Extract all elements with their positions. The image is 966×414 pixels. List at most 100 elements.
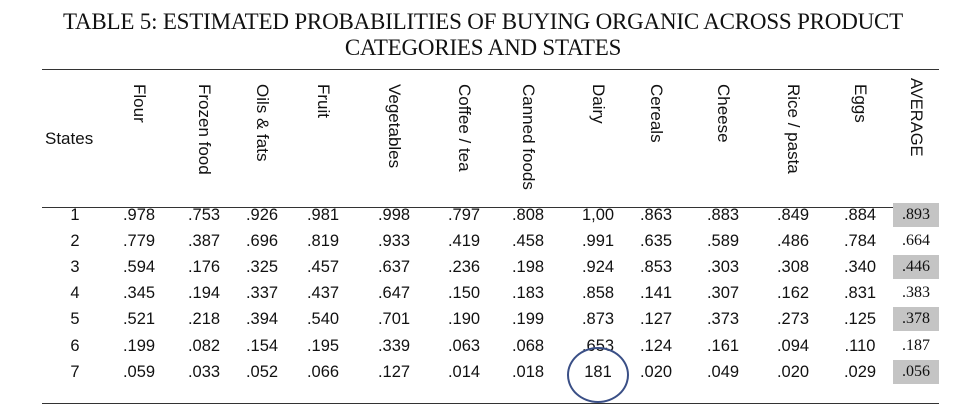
state-number: 7 bbox=[70, 362, 80, 381]
state-number: 1 bbox=[70, 206, 80, 224]
column-header-label: AVERAGE bbox=[907, 78, 925, 157]
table-cell: .052 bbox=[245, 362, 279, 381]
table-row: 7.059.033.052.066.127.014.018 181.020.049… bbox=[42, 359, 939, 385]
column-header-label: Dairy bbox=[589, 84, 608, 124]
table-cell: .647 bbox=[377, 284, 411, 303]
table-cell: .858 bbox=[581, 284, 615, 303]
table-cell: .345 bbox=[122, 284, 156, 303]
table-cell: .340 bbox=[843, 258, 877, 277]
table-cell: .635 bbox=[639, 232, 673, 251]
table-header-rule bbox=[42, 207, 939, 208]
table-cell: .753 bbox=[187, 206, 221, 224]
state-number: 2 bbox=[70, 232, 80, 251]
table-cell: .198 bbox=[511, 258, 545, 277]
average-cell: .056 bbox=[893, 359, 939, 384]
table-cell: .029 bbox=[843, 362, 877, 381]
table-cell: .883 bbox=[706, 206, 740, 224]
table-cell: .926 bbox=[245, 206, 279, 224]
table-cell: .873 bbox=[581, 310, 615, 329]
table-row: 3 .594 .176 .325 .457 .637 .236 .198 .924 .853 .30… bbox=[42, 254, 939, 280]
table-row: 4 .345 .194 .337 .437 .647 .150 .183 .858 .141 .30… bbox=[42, 280, 939, 306]
column-header-frozen-food: Frozen food bbox=[181, 72, 227, 204]
table-cell: .486 bbox=[776, 232, 810, 251]
table-cell: .784 bbox=[843, 232, 877, 251]
table-cell: .325 bbox=[245, 258, 279, 277]
column-header-dairy: Dairy bbox=[575, 72, 621, 204]
table-cell: .141 bbox=[639, 284, 673, 303]
table-cell: .127 bbox=[377, 362, 411, 381]
state-number: 5 bbox=[70, 310, 80, 329]
column-header-vegetables: Vegetables bbox=[371, 72, 417, 204]
column-header-label: Fruit bbox=[314, 84, 333, 118]
table-row: 5 .521 .218 .394 .540 .701 .190 .199 .873 .127 .37… bbox=[42, 306, 939, 332]
table-top-rule bbox=[42, 69, 939, 70]
table-cell: .863 bbox=[639, 206, 673, 224]
table-cell: .020 bbox=[639, 362, 673, 381]
column-header-label: Flour bbox=[130, 84, 149, 123]
table-cell: .094 bbox=[776, 336, 810, 355]
column-header-flour: Flour bbox=[116, 72, 162, 204]
table-cell: .831 bbox=[843, 284, 877, 303]
table-cell: .018 bbox=[511, 362, 545, 381]
average-cell: .446 bbox=[893, 255, 939, 280]
average-cell: .664 bbox=[902, 232, 930, 250]
table-cell: .150 bbox=[447, 284, 481, 303]
table-row: 2 .779 .387 .696 .819 .933 .419 .458 .991 .635 .58… bbox=[42, 228, 939, 254]
table-cell: .124 bbox=[639, 336, 673, 355]
column-header-eggs: Eggs bbox=[837, 72, 883, 204]
table-cell: .589 bbox=[706, 232, 740, 251]
table-cell: .884 bbox=[843, 206, 877, 224]
table-cell: .797 bbox=[447, 206, 481, 224]
table-cell: .457 bbox=[306, 258, 340, 277]
average-cell: .187 bbox=[902, 336, 930, 354]
table-cell: .849 bbox=[776, 206, 810, 224]
table-cell: .162 bbox=[776, 284, 810, 303]
table-cell: .183 bbox=[511, 284, 545, 303]
table-cell: .594 bbox=[122, 258, 156, 277]
table-cell: .991 bbox=[581, 232, 615, 251]
table-cell: .373 bbox=[706, 310, 740, 329]
column-header-label: Eggs bbox=[851, 84, 870, 123]
table-cell: .218 bbox=[187, 310, 221, 329]
table-cell: .110 bbox=[844, 336, 876, 355]
table-cell: .437 bbox=[306, 284, 340, 303]
table-cell: .978 bbox=[122, 206, 156, 224]
column-header-rice-pasta: Rice / pasta bbox=[770, 72, 816, 204]
table-cell: .063 bbox=[447, 336, 481, 355]
state-number: 3 bbox=[70, 258, 80, 277]
table-cell: .127 bbox=[639, 310, 673, 329]
average-cell: .383 bbox=[902, 284, 930, 302]
table-cell: .308 bbox=[776, 258, 810, 277]
table-cell: .194 bbox=[187, 284, 221, 303]
column-header-cheese: Cheese bbox=[700, 72, 746, 204]
table-cell: .998 bbox=[377, 206, 411, 224]
table-cell: .125 bbox=[843, 310, 877, 329]
state-number: 4 bbox=[70, 284, 80, 303]
table-cell: .701 bbox=[377, 310, 411, 329]
table-cell: .387 bbox=[187, 232, 221, 251]
table-cell: .394 bbox=[245, 310, 279, 329]
table-cell: .339 bbox=[377, 336, 411, 355]
column-header-average: AVERAGE bbox=[893, 72, 939, 204]
table-row: 1 .978 .753 .926 .981 .998 .797 .808 1,00 .863 .88… bbox=[42, 202, 939, 228]
column-header-label: Cheese bbox=[714, 84, 733, 143]
table-cell: .853 bbox=[639, 258, 673, 277]
column-header-label: Rice / pasta bbox=[784, 84, 803, 174]
table-cell: .337 bbox=[245, 284, 279, 303]
table-cell: .176 bbox=[187, 258, 221, 277]
table-cell: .082 bbox=[187, 336, 221, 355]
table-cell: .161 bbox=[706, 336, 740, 355]
column-header-label: Coffee / tea bbox=[455, 84, 474, 172]
table-cell: .981 bbox=[306, 206, 340, 224]
column-header-canned-foods: Canned foods bbox=[505, 72, 551, 204]
table-cell: .154 bbox=[245, 336, 279, 355]
column-header-label: Frozen food bbox=[195, 84, 214, 175]
table-cell: .458 bbox=[511, 232, 545, 251]
table-row: 6.199.082.154.195.339.063.068.653.124.16… bbox=[42, 333, 939, 359]
table-cell: .014 bbox=[447, 362, 481, 381]
table-cell: .068 bbox=[511, 336, 545, 355]
column-header-label: Oils & fats bbox=[253, 84, 272, 162]
table-cell: .303 bbox=[706, 258, 740, 277]
table-cell: .199 bbox=[511, 310, 545, 329]
average-cell: .378 bbox=[893, 307, 939, 332]
